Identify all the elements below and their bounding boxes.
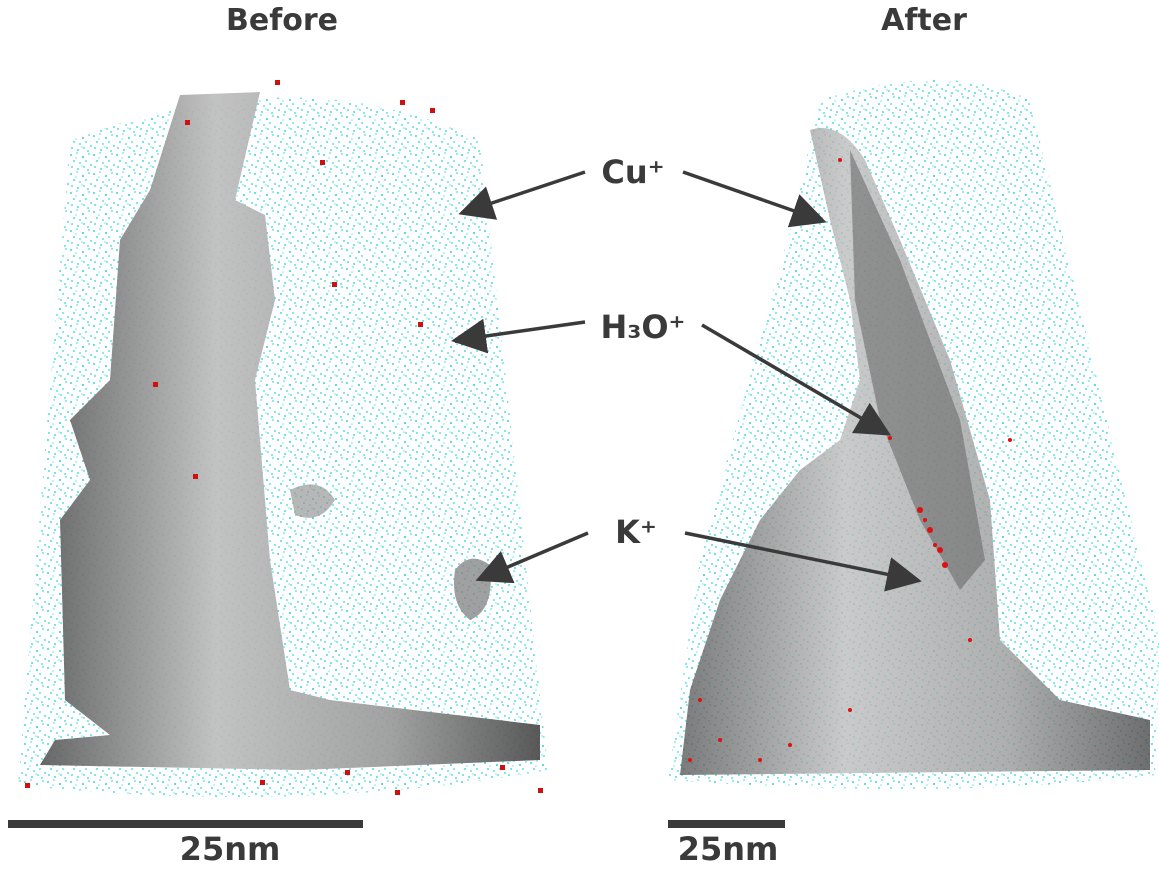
- figure: Before After Cu⁺ H₃O⁺ K⁺ 25nm 25nm: [0, 0, 1159, 865]
- panel-title: After: [881, 3, 967, 38]
- scale-label: 25nm: [678, 830, 779, 865]
- scale-bar: [8, 820, 363, 828]
- before-reconstruction: [18, 80, 548, 797]
- scale-bar: [668, 820, 785, 828]
- ion-label: H₃O⁺: [601, 308, 686, 346]
- panel-title: Before: [226, 3, 338, 38]
- scale-label: 25nm: [180, 830, 281, 865]
- ion-label: K⁺: [615, 513, 657, 551]
- ion-label: Cu⁺: [601, 153, 664, 191]
- after-reconstruction: [668, 80, 1159, 789]
